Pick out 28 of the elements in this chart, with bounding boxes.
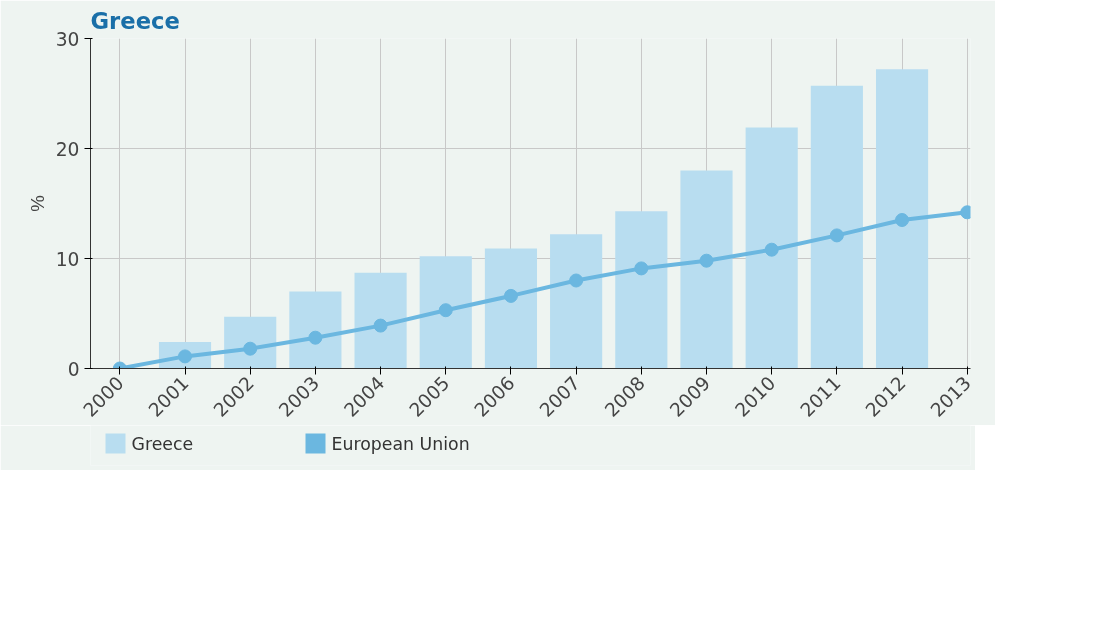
point	[764, 242, 779, 257]
point	[895, 213, 910, 227]
y-tick-label: 20	[55, 138, 80, 160]
bar	[615, 211, 668, 369]
point	[308, 330, 323, 345]
point	[373, 318, 388, 333]
bar	[810, 85, 863, 369]
point	[503, 288, 518, 303]
bar	[680, 170, 733, 369]
bar	[550, 234, 603, 369]
y-tick-label: 10	[55, 248, 80, 270]
y-tick-label: 30	[55, 28, 80, 50]
y-axis-title: %	[26, 195, 48, 212]
bar	[745, 127, 798, 369]
point	[699, 253, 714, 268]
chart-title: Greece	[90, 7, 180, 34]
bar	[875, 69, 929, 369]
bar	[484, 248, 538, 369]
point	[829, 228, 844, 243]
legend-label: European Union	[331, 433, 470, 454]
bar	[289, 291, 342, 369]
point	[634, 261, 649, 276]
bar	[354, 272, 407, 369]
y-tick-label: 0	[67, 358, 80, 380]
bar	[419, 256, 472, 369]
point	[438, 303, 453, 318]
legend-label: Greece	[131, 433, 194, 454]
point	[569, 273, 584, 288]
